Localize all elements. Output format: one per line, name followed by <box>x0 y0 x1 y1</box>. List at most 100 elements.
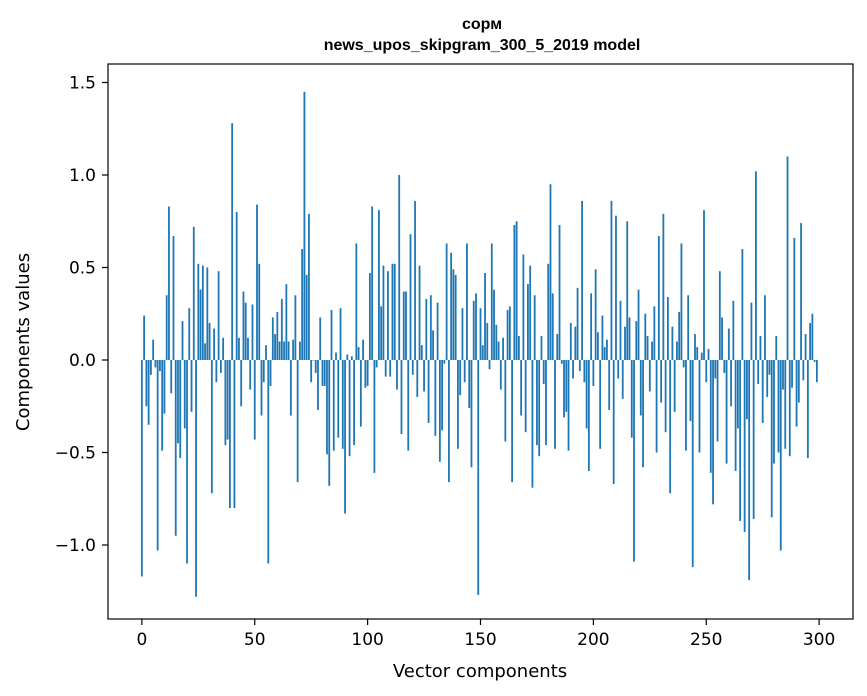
bar-169 <box>522 254 525 360</box>
bar-288 <box>791 360 793 388</box>
bar-73 <box>305 274 308 360</box>
bar-205 <box>603 347 606 360</box>
bar-104 <box>375 360 378 368</box>
bar-52 <box>258 263 261 360</box>
bar-222 <box>642 360 644 468</box>
bar-258 <box>723 360 726 373</box>
bar-208 <box>610 200 613 360</box>
bar-298 <box>813 360 816 362</box>
chart-subtitle: news_upos_skipgram_300_5_2019 model <box>324 37 641 54</box>
x-tick-label-4: 200 <box>577 630 609 650</box>
bar-108 <box>384 360 387 377</box>
bar-116 <box>402 291 405 360</box>
bar-47 <box>247 337 249 360</box>
bar-149 <box>477 360 480 595</box>
bar-19 <box>183 360 186 429</box>
bar-37 <box>224 360 227 446</box>
bar-74 <box>308 213 310 360</box>
bar-220 <box>637 289 640 360</box>
bar-121 <box>414 200 416 360</box>
bar-198 <box>587 360 590 471</box>
bar-285 <box>784 360 787 449</box>
bar-157 <box>495 324 498 360</box>
bar-167 <box>517 335 520 360</box>
bar-45 <box>242 291 245 360</box>
bar-250 <box>705 360 708 383</box>
bar-257 <box>721 317 723 360</box>
bar-216 <box>628 317 631 360</box>
bar-100 <box>366 360 369 386</box>
bar-17 <box>179 360 182 459</box>
bar-35 <box>219 360 222 373</box>
bar-63 <box>283 341 285 360</box>
bar-268 <box>745 360 748 420</box>
bar-252 <box>709 360 712 473</box>
bar-194 <box>578 360 581 372</box>
bar-49 <box>251 304 254 360</box>
bar-255 <box>716 360 719 442</box>
bar-110 <box>389 360 392 377</box>
bar-161 <box>504 360 507 442</box>
bar-87 <box>337 360 340 438</box>
bar-133 <box>441 360 444 431</box>
bar-51 <box>256 204 258 360</box>
bar-275 <box>761 360 764 423</box>
bar-129 <box>432 330 434 360</box>
bar-21 <box>188 308 191 360</box>
bar-263 <box>734 360 737 471</box>
x-tick-label-5: 250 <box>690 630 722 650</box>
bar-256 <box>718 271 721 360</box>
bar-79 <box>319 317 322 360</box>
bar-196 <box>583 360 586 383</box>
bar-3 <box>147 360 150 425</box>
bar-171 <box>527 284 529 360</box>
bar-148 <box>475 293 477 360</box>
bar-260 <box>727 328 730 360</box>
bar-130 <box>434 360 437 436</box>
y-axis-label: Components values <box>13 253 34 431</box>
y-tick-label-5: 1.5 <box>69 74 96 94</box>
bar-89 <box>341 360 344 449</box>
bar-165 <box>513 224 516 360</box>
bar-289 <box>793 237 796 360</box>
bar-34 <box>217 271 220 360</box>
bar-40 <box>231 123 234 360</box>
bar-151 <box>481 345 484 360</box>
bar-286 <box>786 156 789 360</box>
bar-48 <box>249 360 252 390</box>
bar-117 <box>405 291 407 360</box>
bar-181 <box>549 184 552 360</box>
y-tick-label-1: −0.5 <box>55 444 96 464</box>
bar-154 <box>488 360 491 370</box>
bar-93 <box>350 356 353 360</box>
bar-241 <box>685 360 687 451</box>
bar-23 <box>192 226 195 360</box>
bar-105 <box>378 210 380 360</box>
bar-166 <box>515 221 518 360</box>
bar-190 <box>569 323 572 360</box>
bar-201 <box>594 269 597 360</box>
bar-90 <box>344 360 346 514</box>
bar-299 <box>815 360 818 383</box>
bar-125 <box>423 360 425 392</box>
bar-279 <box>770 360 773 518</box>
bar-5 <box>152 339 155 360</box>
bar-139 <box>454 274 457 360</box>
bar-66 <box>289 360 292 416</box>
bar-82 <box>326 360 328 455</box>
bar-179 <box>545 360 547 446</box>
bar-39 <box>229 360 231 508</box>
bar-146 <box>470 360 473 468</box>
bar-164 <box>511 360 514 483</box>
bar-212 <box>619 300 622 360</box>
bar-141 <box>459 360 462 396</box>
bar-78 <box>317 360 319 410</box>
bar-150 <box>479 308 482 360</box>
bar-153 <box>486 323 489 360</box>
bar-32 <box>213 328 216 360</box>
bar-237 <box>676 341 678 360</box>
bar-214 <box>624 326 626 360</box>
bar-8 <box>159 360 161 372</box>
y-tick-label-4: 1.0 <box>69 166 96 186</box>
bar-76 <box>312 360 315 361</box>
